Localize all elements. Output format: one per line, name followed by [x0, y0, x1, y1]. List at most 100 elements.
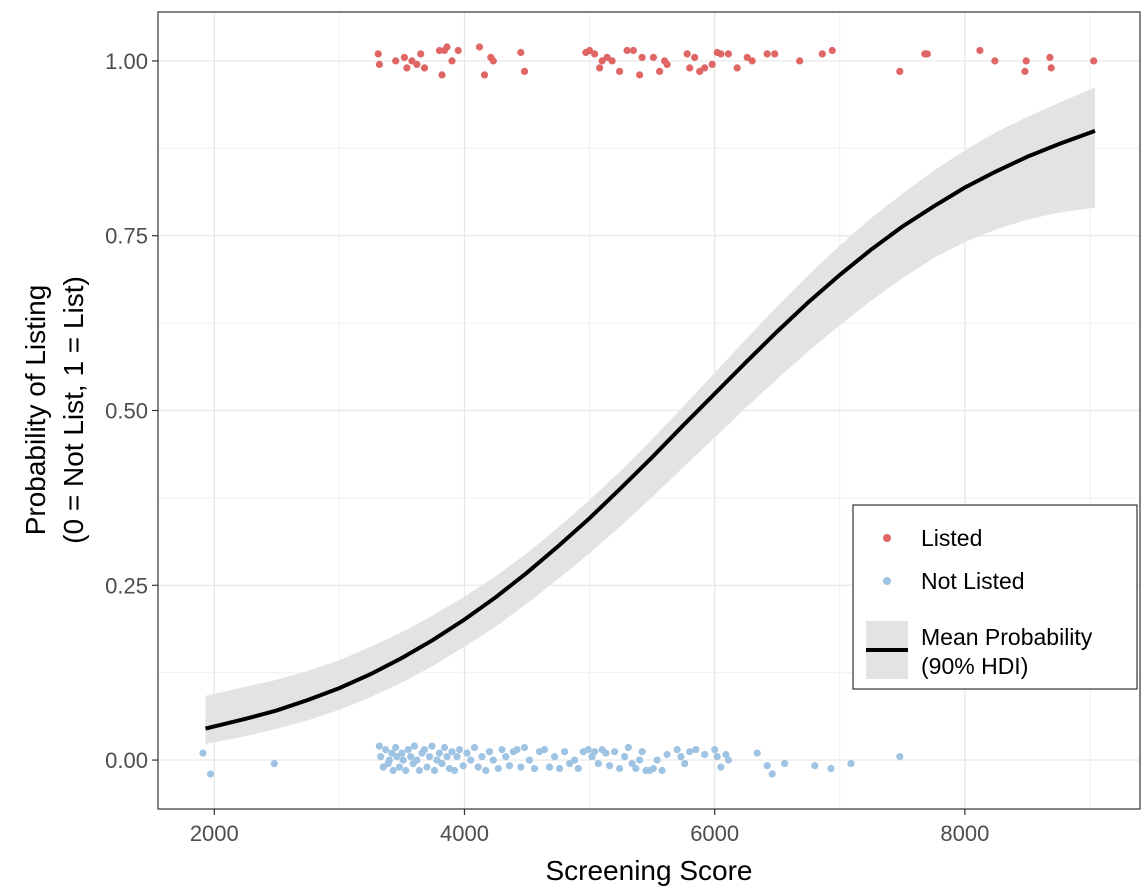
listed-point	[489, 57, 497, 65]
not-listed-point	[489, 756, 497, 764]
not-listed-point	[199, 749, 207, 757]
listed-points	[374, 43, 1098, 79]
not-listed-point	[463, 749, 471, 757]
not-listed-point	[677, 753, 685, 761]
listed-point	[743, 53, 751, 62]
not-listed-point	[827, 764, 835, 773]
not-listed-point	[440, 743, 449, 752]
not-listed-point	[681, 760, 689, 768]
y-tick-label: 0.50	[105, 399, 148, 424]
listed-point	[724, 50, 733, 58]
not-listed-point	[624, 743, 633, 752]
listed-point	[454, 46, 462, 55]
listed-point	[480, 71, 489, 79]
not-listed-point	[663, 750, 671, 759]
x-axis-title: Screening Score	[545, 855, 752, 886]
not-listed-point	[435, 749, 444, 757]
not-listed-point	[428, 742, 436, 750]
not-listed-point	[413, 756, 421, 764]
not-listed-point	[206, 770, 215, 778]
not-listed-point	[594, 760, 602, 768]
listed-point	[603, 53, 611, 62]
not-listed-point	[653, 756, 661, 764]
listed-point	[686, 64, 694, 72]
not-listed-point	[673, 746, 681, 754]
not-listed-point	[425, 753, 434, 761]
y-axis-ticks: 0.00 0.25 0.50 0.75 1.00	[105, 49, 158, 773]
not-listed-point	[385, 756, 393, 764]
not-listed-point	[768, 770, 776, 778]
not-listed-point	[517, 763, 525, 771]
not-listed-point	[407, 753, 415, 761]
not-listed-point	[520, 743, 529, 752]
y-axis-title-line-2: (0 = Not List, 1 = List)	[58, 276, 89, 544]
listed-point	[520, 67, 529, 75]
not-listed-point	[502, 753, 510, 761]
listed-point	[435, 46, 444, 55]
listed-point	[976, 46, 984, 55]
listed-point	[629, 46, 638, 55]
listed-point	[623, 46, 631, 55]
not-listed-point	[540, 746, 549, 754]
legend-label-listed: Listed	[921, 525, 982, 551]
listed-point	[796, 57, 804, 65]
listed-point	[420, 64, 429, 72]
not-listed-point	[763, 762, 771, 770]
not-listed-point	[455, 746, 464, 754]
y-tick-label: 0.25	[105, 573, 148, 598]
not-listed-point	[470, 743, 479, 752]
not-listed-point	[556, 764, 564, 773]
not-listed-point	[395, 763, 403, 771]
not-listed-point	[628, 760, 636, 768]
x-tick-label: 8000	[940, 821, 989, 846]
not-listed-point	[375, 742, 383, 750]
listed-point	[438, 71, 446, 79]
x-tick-label: 4000	[440, 821, 489, 846]
not-listed-point	[393, 753, 401, 761]
listed-point	[417, 50, 425, 58]
not-listed-point	[382, 746, 390, 754]
not-listed-point	[498, 746, 506, 754]
not-listed-point	[847, 760, 855, 768]
mean-probability-line	[205, 129, 1096, 731]
not-listed-point	[561, 748, 569, 756]
not-listed-point	[711, 746, 719, 754]
legend-label-mean-line-1: Mean Probability	[921, 624, 1093, 650]
listed-point	[1047, 64, 1055, 72]
listed-point	[896, 67, 904, 75]
listed-point	[683, 50, 691, 58]
not-listed-point	[606, 762, 614, 770]
not-listed-point	[616, 764, 624, 773]
listed-point	[717, 50, 725, 58]
not-listed-point	[621, 753, 629, 761]
listed-point	[708, 60, 716, 68]
listed-point	[828, 46, 836, 55]
not-listed-point	[686, 748, 694, 756]
listed-point	[375, 60, 383, 68]
not-listed-point	[513, 746, 521, 754]
not-listed-points	[199, 742, 904, 778]
not-listed-point	[433, 756, 441, 764]
not-listed-point	[505, 762, 514, 770]
not-listed-point	[404, 746, 412, 754]
legend-label-mean-line-2: (90% HDI)	[921, 653, 1028, 679]
listed-point	[701, 64, 709, 72]
not-listed-point	[722, 750, 730, 759]
listed-point	[818, 50, 826, 58]
not-listed-point	[551, 753, 559, 761]
not-listed-point	[402, 766, 410, 775]
listed-point	[638, 53, 646, 62]
not-listed-point	[270, 760, 278, 768]
listed-point	[763, 50, 771, 58]
not-listed-point	[388, 749, 396, 757]
not-listed-point	[453, 753, 461, 761]
listed-point	[991, 57, 999, 65]
not-listed-point	[545, 763, 554, 771]
listed-point	[771, 50, 779, 58]
not-listed-point	[591, 748, 599, 756]
not-listed-point	[611, 748, 619, 756]
listed-point	[598, 57, 606, 65]
listed-point	[403, 64, 411, 72]
not-listed-point	[478, 753, 486, 761]
